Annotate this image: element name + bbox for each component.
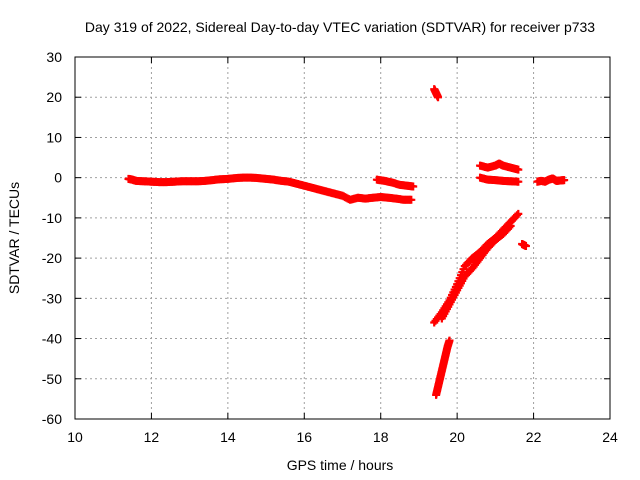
- data-point: [506, 221, 515, 230]
- y-axis-label: SDTVAR / TECUs: [6, 182, 22, 294]
- y-tick-label: -10: [42, 210, 62, 226]
- data-point: [514, 209, 523, 218]
- y-tick-label: 0: [54, 170, 62, 186]
- x-tick-labels: 10 12 14 16 18 20 22 24: [67, 429, 618, 445]
- x-tick-label: 10: [67, 429, 83, 445]
- y-tick-label: -30: [42, 290, 62, 306]
- data-series: [437, 221, 515, 323]
- chart-title: Day 319 of 2022, Sidereal Day-to-day VTE…: [85, 19, 595, 35]
- data-point: [409, 182, 418, 191]
- data-series: [533, 174, 569, 186]
- data-point: [407, 195, 416, 204]
- x-tick-label: 14: [220, 429, 236, 445]
- data-point: [521, 242, 530, 251]
- data-point: [434, 93, 443, 102]
- tick-marks: [74, 56, 611, 420]
- data-point: [445, 336, 454, 345]
- data-series: [432, 336, 454, 399]
- data-series: [430, 85, 443, 102]
- y-tick-label: -20: [42, 250, 62, 266]
- x-tick-label: 24: [602, 429, 618, 445]
- x-tick-label: 12: [144, 429, 160, 445]
- data-point: [514, 177, 523, 186]
- y-tick-label: -50: [42, 371, 62, 387]
- data-series: [372, 175, 418, 191]
- plot-frame: [74, 56, 611, 420]
- y-tick-label: 10: [46, 129, 62, 145]
- data-point: [560, 176, 569, 185]
- y-tick-label: -60: [42, 411, 62, 427]
- y-tick-label: 30: [46, 49, 62, 65]
- x-tick-label: 20: [449, 429, 465, 445]
- y-tick-label: -40: [42, 331, 62, 347]
- data-point: [514, 165, 523, 174]
- x-tick-label: 18: [373, 429, 389, 445]
- y-tick-label: 20: [46, 89, 62, 105]
- data-points: [124, 85, 569, 399]
- data-series: [476, 159, 523, 174]
- x-tick-label: 16: [296, 429, 312, 445]
- y-tick-labels: -60 -50 -40 -30 -20 -10 0 10 20 30: [42, 49, 62, 427]
- data-series: [518, 240, 530, 251]
- grid-lines: [75, 57, 610, 419]
- data-series: [124, 173, 416, 204]
- data-point: [513, 211, 522, 220]
- data-series: [476, 173, 523, 186]
- x-axis-label: GPS time / hours: [287, 457, 394, 473]
- data-point: [505, 223, 514, 232]
- x-tick-label: 22: [526, 429, 542, 445]
